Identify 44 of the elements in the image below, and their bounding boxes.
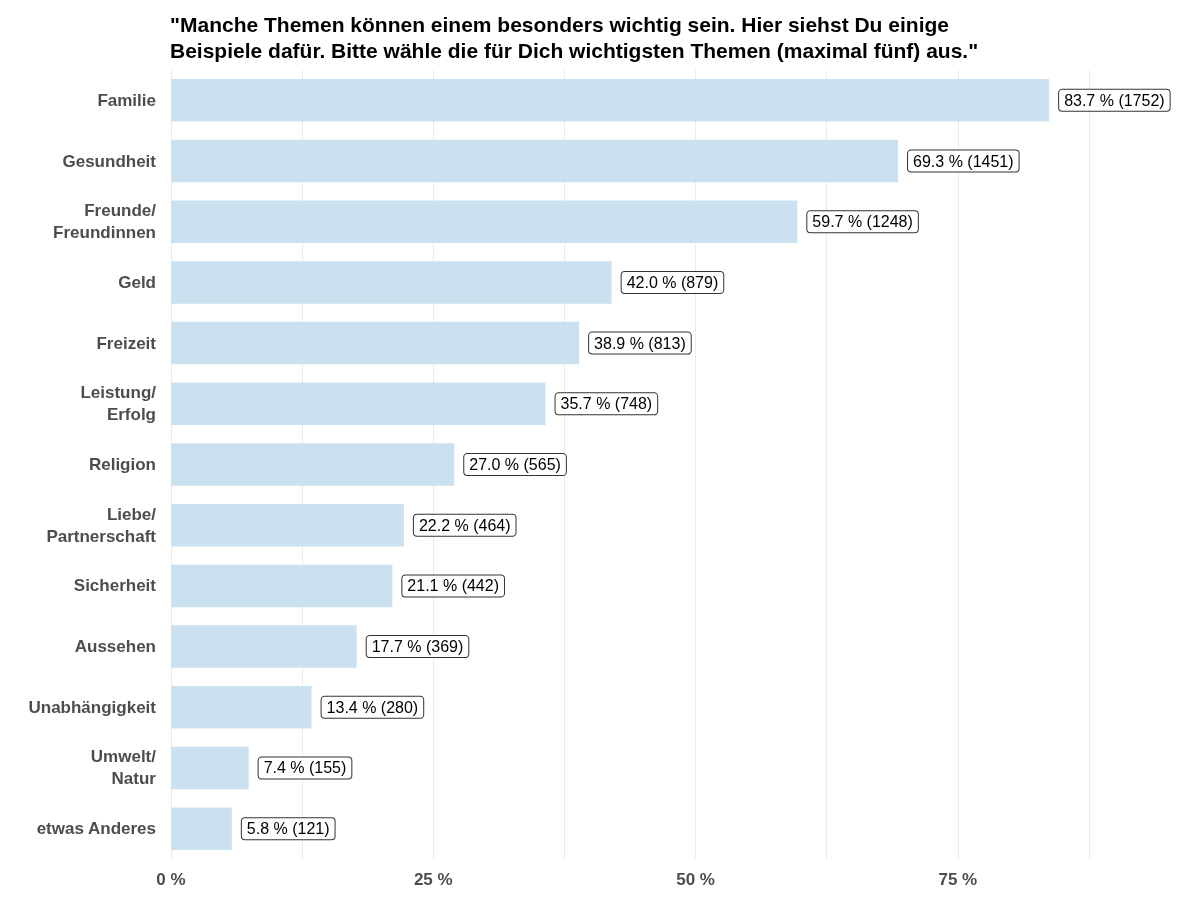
chart-title: "Manche Themen können einem besonders wichtig sein. Hier siehst Du einige Beispiele dafür. Bitte wähle die für Dich wichtigsten Themen (maximal fünf) aus."	[170, 12, 979, 62]
y-tick-label: Leistung/ Erfolg	[80, 383, 157, 425]
data-label: 21.1 % (442)	[407, 577, 499, 595]
data-label: 42.0 % (879)	[626, 273, 719, 291]
data-label: 27.0 % (565)	[469, 456, 561, 473]
bar	[171, 746, 249, 790]
data-label: 17.7 % (369)	[371, 638, 464, 656]
bar	[171, 625, 357, 668]
y-tick-label: Aussehen	[74, 637, 156, 657]
data-label: 35.7 % (748)	[560, 395, 653, 413]
bar	[171, 807, 232, 850]
bar	[171, 79, 1050, 122]
bar	[171, 200, 798, 243]
data-label: 5.8 % (121)	[246, 820, 330, 838]
x-tick-label: 25 %	[413, 870, 453, 889]
bar	[171, 686, 312, 729]
y-tick-label: Umwelt/ Natur	[90, 747, 157, 789]
y-tick-label: Unabhängigkeit	[28, 697, 157, 717]
y-tick-label: Geld	[118, 272, 156, 292]
y-tick-label: Sicherheit	[73, 576, 157, 596]
bar	[171, 564, 393, 608]
data-label: 22.2 % (464)	[418, 516, 511, 534]
data-label: 59.7 % (1248)	[812, 213, 913, 231]
data-label: 38.9 % (813)	[594, 334, 686, 352]
y-tick-label: Freunde/ Freundinnen	[53, 201, 157, 243]
y-tick-label: Familie	[97, 90, 156, 110]
bar	[171, 321, 580, 365]
data-label: 7.4 % (155)	[263, 759, 347, 777]
y-tick-label: Freizeit	[96, 333, 157, 353]
y-tick-label: etwas Anderes	[36, 819, 156, 839]
data-label: 69.3 % (1451)	[913, 152, 1014, 170]
y-tick-label: Gesundheit	[62, 151, 157, 171]
x-tick-label: 50 %	[676, 870, 715, 889]
x-tick-label: 75 %	[938, 870, 978, 889]
x-tick-label: 0 %	[156, 870, 186, 889]
y-tick-label: Liebe/ Partnerschaft	[46, 504, 157, 546]
bar	[171, 503, 404, 547]
bar	[171, 139, 899, 183]
y-tick-label: Religion	[88, 455, 156, 474]
bar	[171, 261, 612, 304]
data-label: 83.7 % (1752)	[1064, 91, 1165, 109]
data-label: 13.4 % (280)	[326, 698, 419, 716]
bar	[171, 382, 546, 426]
bar	[171, 443, 455, 486]
